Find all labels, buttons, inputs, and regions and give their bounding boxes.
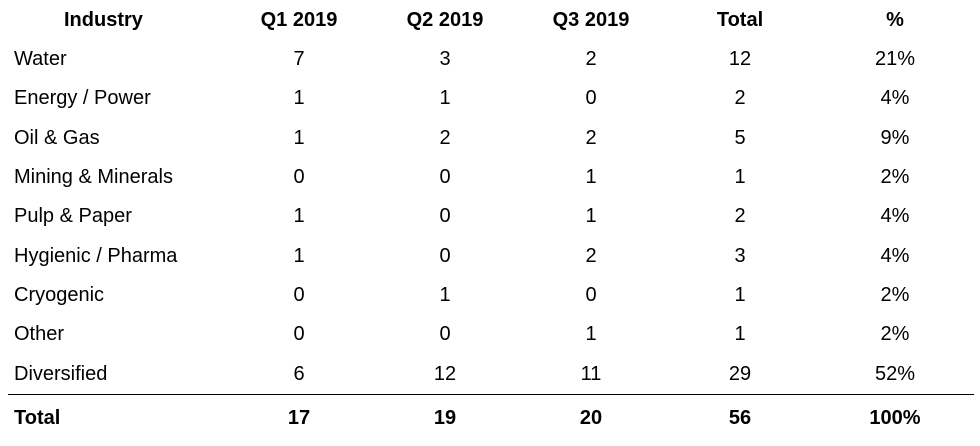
- cell-q1: 1: [293, 205, 305, 228]
- cell-q1: 0: [293, 166, 305, 189]
- table-row: Hygienic / Pharma 1 0 2 3 4%: [8, 236, 974, 275]
- table-header: Industry Q1 2019 Q2 2019 Q3 2019 Total %: [8, 0, 974, 40]
- cell-total: 29: [728, 362, 752, 385]
- cell-total: 2: [734, 205, 746, 228]
- cell-percent: 21%: [874, 48, 916, 71]
- table-row: Cryogenic 0 1 0 1 2%: [8, 276, 974, 315]
- table-body: Water 7 3 2 12 21% Energy / Power 1 1 0 …: [8, 40, 974, 394]
- cell-q1: 1: [293, 244, 305, 267]
- total-percent: 100%: [816, 393, 974, 443]
- cell-q3: 2: [585, 244, 597, 267]
- table-row: Diversified 6 12 11 29 52%: [8, 354, 974, 394]
- cell-industry: Pulp & Paper: [14, 205, 132, 228]
- cell-percent: 2%: [880, 323, 910, 346]
- totals-row: Total 17 19 20 56 100%: [8, 393, 974, 443]
- cell-q2: 3: [439, 48, 451, 71]
- cell-total: 2: [734, 87, 746, 110]
- cell-q3: 0: [585, 87, 597, 110]
- cell-q3: 1: [585, 166, 597, 189]
- cell-total: 5: [734, 126, 746, 149]
- cell-q3: 2: [585, 126, 597, 149]
- column-header-percent: %: [886, 8, 904, 31]
- cell-industry: Other: [14, 323, 65, 346]
- cell-q1: 7: [293, 48, 305, 71]
- column-header-q1-2019: Q1 2019: [260, 8, 338, 31]
- cell-percent: 52%: [874, 362, 916, 385]
- cell-percent: 4%: [880, 205, 910, 228]
- table-row: Other 0 0 1 1 2%: [8, 315, 974, 354]
- cell-percent: 9%: [880, 126, 910, 149]
- total-q3: 20: [518, 393, 664, 443]
- cell-q2: 0: [439, 166, 451, 189]
- cell-q2: 0: [439, 323, 451, 346]
- total-q1: 17: [226, 393, 372, 443]
- cell-percent: 4%: [880, 87, 910, 110]
- table-row: Mining & Minerals 0 0 1 1 2%: [8, 158, 974, 197]
- cell-percent: 4%: [880, 244, 910, 267]
- cell-q2: 1: [439, 283, 451, 306]
- cell-q3: 1: [585, 205, 597, 228]
- table-row: Water 7 3 2 12 21%: [8, 40, 974, 79]
- table-row: Oil & Gas 1 2 2 5 9%: [8, 119, 974, 158]
- industry-summary-table: Industry Q1 2019 Q2 2019 Q3 2019 Total %…: [8, 0, 974, 443]
- column-header-q3-2019: Q3 2019: [552, 8, 630, 31]
- cell-q3: 11: [580, 362, 602, 385]
- cell-q1: 0: [293, 323, 305, 346]
- cell-q2: 0: [439, 205, 451, 228]
- cell-industry: Mining & Minerals: [14, 166, 173, 189]
- cell-q3: 0: [585, 283, 597, 306]
- column-header-total: Total: [716, 8, 764, 31]
- table-row: Energy / Power 1 1 0 2 4%: [8, 79, 974, 118]
- cell-q2: 0: [439, 244, 451, 267]
- cell-total: 1: [734, 166, 746, 189]
- cell-percent: 2%: [880, 283, 910, 306]
- cell-industry: Oil & Gas: [14, 126, 100, 149]
- total-grand: 56: [664, 393, 816, 443]
- total-q2: 19: [372, 393, 518, 443]
- cell-q3: 1: [585, 323, 597, 346]
- cell-industry: Hygienic / Pharma: [14, 244, 178, 267]
- column-header-industry: Industry: [64, 8, 143, 31]
- cell-industry: Diversified: [14, 362, 108, 385]
- cell-q3: 2: [585, 48, 597, 71]
- cell-total: 12: [728, 48, 752, 71]
- cell-q1: 6: [293, 362, 305, 385]
- cell-q2: 2: [439, 126, 451, 149]
- cell-total: 3: [734, 244, 746, 267]
- table-row: Pulp & Paper 1 0 1 2 4%: [8, 197, 974, 236]
- cell-industry: Cryogenic: [14, 283, 105, 306]
- table-footer: Total 17 19 20 56 100%: [8, 393, 974, 443]
- cell-total: 1: [734, 283, 746, 306]
- cell-percent: 2%: [880, 166, 910, 189]
- cell-industry: Water: [14, 48, 67, 71]
- column-header-q2-2019: Q2 2019: [406, 8, 484, 31]
- cell-total: 1: [734, 323, 746, 346]
- cell-industry: Energy / Power: [14, 87, 151, 110]
- cell-q1: 0: [293, 283, 305, 306]
- cell-q1: 1: [293, 126, 305, 149]
- totals-label: Total: [8, 393, 226, 443]
- cell-q1: 1: [293, 87, 305, 110]
- cell-q2: 1: [439, 87, 451, 110]
- cell-q2: 12: [433, 362, 457, 385]
- header-row: Industry Q1 2019 Q2 2019 Q3 2019 Total %: [8, 0, 974, 40]
